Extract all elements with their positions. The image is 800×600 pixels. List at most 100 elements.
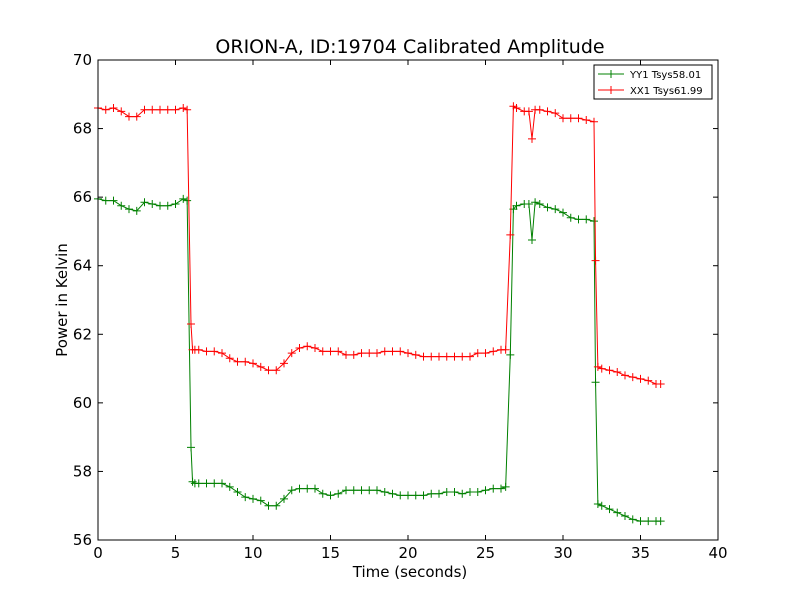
data-point-marker: [501, 482, 510, 491]
y-tick-label: 68: [73, 120, 92, 138]
data-point-marker: [473, 349, 482, 358]
data-point-marker: [194, 345, 203, 354]
data-point-marker: [125, 112, 133, 121]
data-point-marker: [365, 486, 374, 495]
data-point-marker: [404, 491, 412, 500]
data-point-marker: [528, 134, 536, 143]
legend-marker: [607, 70, 615, 78]
data-point-marker: [132, 112, 141, 121]
data-point-marker: [591, 256, 600, 265]
data-point-marker: [101, 105, 110, 114]
data-point-marker: [233, 357, 242, 366]
data-point-marker: [644, 376, 653, 385]
data-point-marker: [280, 494, 288, 503]
data-point-marker: [466, 488, 474, 496]
data-point-marker: [481, 349, 490, 358]
data-point-marker: [388, 347, 397, 356]
data-point-marker: [303, 484, 312, 493]
y-tick-label: 58: [73, 462, 92, 480]
data-point-marker: [621, 371, 629, 380]
data-point-marker: [458, 352, 467, 361]
data-point-marker: [566, 114, 575, 123]
data-point-marker: [303, 342, 312, 351]
data-point-marker: [163, 105, 172, 114]
data-point-marker: [411, 350, 420, 359]
legend-label: YY1 Tsys58.01: [629, 70, 701, 81]
data-point-marker: [524, 200, 533, 208]
data-point-marker: [225, 482, 234, 491]
data-point-marker: [435, 489, 443, 498]
data-point-marker: [264, 501, 273, 510]
y-axis-label: Power in Kelvin: [53, 243, 71, 357]
data-point-marker: [501, 345, 510, 354]
data-point-marker: [256, 496, 265, 505]
data-point-marker: [249, 359, 257, 368]
data-point-marker: [535, 200, 544, 208]
data-point-marker: [559, 114, 567, 123]
data-point-marker: [280, 359, 288, 368]
data-point-marker: [489, 347, 498, 356]
data-point-marker: [156, 105, 164, 114]
data-point-marker: [605, 505, 614, 514]
data-point-marker: [605, 366, 614, 375]
data-point-marker: [593, 500, 602, 508]
data-point-marker: [357, 349, 366, 358]
data-point-marker: [218, 479, 226, 488]
y-tick-label: 70: [73, 51, 92, 69]
x-tick-label: 25: [476, 544, 495, 562]
data-point-marker: [528, 236, 536, 244]
data-point-marker: [256, 362, 265, 371]
data-point-marker: [506, 350, 515, 359]
data-point-marker: [597, 501, 606, 510]
data-point-marker: [148, 200, 157, 208]
data-point-marker: [566, 213, 575, 222]
data-point-marker: [318, 489, 327, 498]
data-point-marker: [194, 479, 203, 488]
x-tick-label: 30: [553, 544, 572, 562]
legend-box: [593, 64, 713, 100]
data-point-marker: [481, 486, 490, 495]
data-point-marker: [349, 486, 358, 495]
data-point-marker: [613, 508, 622, 517]
data-point-marker: [334, 489, 343, 498]
data-point-marker: [543, 107, 552, 116]
data-point-marker: [380, 347, 389, 356]
data-point-marker: [187, 443, 195, 452]
data-point-marker: [582, 215, 591, 224]
data-point-marker: [183, 105, 192, 114]
legend-entry: YY1 Tsys58.01: [598, 70, 701, 81]
data-point-marker: [140, 198, 149, 207]
y-tick-label: 66: [73, 188, 92, 206]
data-point-marker: [512, 201, 521, 210]
data-point-marker: [326, 491, 335, 500]
data-point-marker: [365, 349, 374, 358]
data-point-marker: [140, 105, 149, 114]
data-point-marker: [326, 347, 335, 356]
data-point-marker: [582, 116, 591, 124]
data-point-marker: [311, 484, 319, 493]
data-point-marker: [373, 349, 381, 358]
data-point-marker: [210, 479, 219, 488]
data-point-marker: [644, 517, 653, 526]
data-point-marker: [249, 494, 257, 503]
data-point-marker: [171, 105, 180, 114]
data-point-marker: [450, 352, 459, 361]
data-point-marker: [342, 350, 350, 359]
data-point-marker: [535, 105, 544, 114]
data-point-marker: [272, 366, 281, 375]
data-point-marker: [574, 114, 583, 123]
data-point-marker: [593, 362, 602, 371]
data-point-marker: [241, 357, 250, 366]
legend-label: XX1 Tsys61.99: [630, 86, 703, 97]
legend: YY1 Tsys58.01 XX1 Tsys61.99: [593, 64, 713, 100]
data-point-marker: [512, 104, 521, 112]
data-point-marker: [210, 347, 219, 356]
x-tick-label: 20: [398, 544, 417, 562]
data-point-marker: [419, 491, 428, 500]
data-point-marker: [109, 196, 118, 205]
y-tick-label: 60: [73, 394, 92, 412]
data-point-marker: [125, 205, 133, 214]
data-point-marker: [241, 493, 250, 502]
legend-marker: [607, 86, 615, 94]
